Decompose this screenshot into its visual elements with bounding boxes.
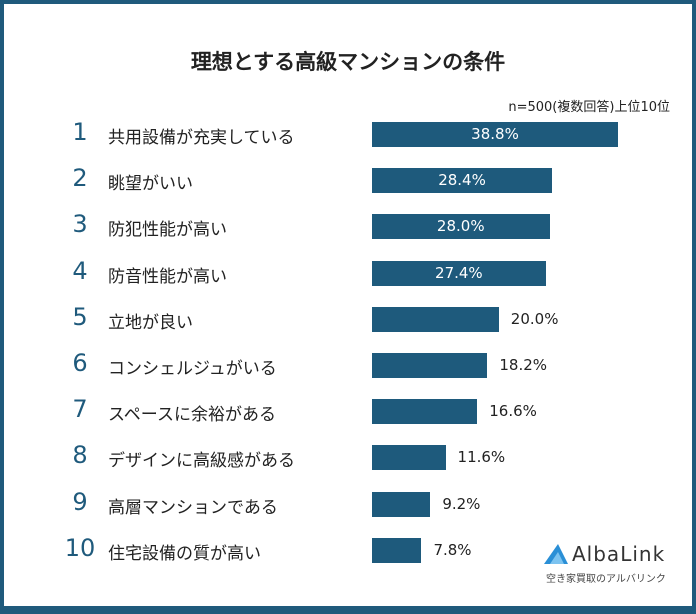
category-label: コンシェルジュがいる [108, 359, 277, 379]
bar [372, 260, 546, 286]
bar [372, 399, 478, 425]
category-label: 眺望がいい [108, 174, 193, 195]
rank-number: 2 [72, 164, 88, 193]
rank-number: 3 [72, 210, 88, 239]
category-label: 防犯性能が高い [108, 220, 227, 241]
bar-row: 5 立地が良い 20.0% [4, 303, 692, 333]
bar [372, 491, 431, 517]
category-label: 共用設備が充実している [108, 128, 295, 148]
category-label: 立地が良い [108, 312, 193, 333]
category-label: デザインに高級感がある [108, 451, 295, 472]
value-label: 11.6% [457, 448, 506, 467]
bar [372, 353, 488, 378]
value-label: 9.2% [442, 494, 481, 513]
bar [372, 168, 553, 194]
albalink-logo: AlbaLink 空き家買取のアルバリンク [542, 542, 672, 588]
rank-number: 7 [72, 395, 88, 424]
chart-card: 理想とする高級マンションの条件 n=500(複数回答)上位10位 1 共用設備が充… [4, 4, 692, 606]
bar-row: 8 デザインに高級感がある 11.6% [4, 441, 692, 472]
bar [372, 214, 550, 240]
bar [372, 122, 618, 147]
value-label: 7.8% [433, 540, 472, 559]
logo-mark-icon [544, 544, 568, 564]
bar-row: 10 住宅設備の質が高い 7.8% [4, 534, 692, 564]
rank-number: 6 [72, 349, 88, 377]
category-label: スペースに余裕がある [108, 405, 276, 426]
rank-number: 10 [64, 533, 96, 562]
rank-number: 8 [72, 441, 88, 470]
bar-row: 2 眺望がいい 28.4% [4, 164, 692, 195]
bar-row: 1 共用設備が充実している 38.8% [4, 118, 692, 148]
rank-number: 1 [72, 118, 88, 146]
bar-row: 4 防音性能が高い 27.4% [4, 257, 692, 287]
logo-name: AlbaLink [572, 542, 666, 566]
logo-tagline: 空き家買取のアルバリンク [546, 574, 666, 585]
bar-row: 3 防犯性能が高い 28.0% [4, 210, 692, 241]
value-label: 27.4% [435, 263, 483, 282]
bar-row: 6 コンシェルジュがいる 18.2% [4, 349, 692, 379]
value-label: 28.0% [436, 217, 485, 236]
chart-title: 理想とする高級マンションの条件 [190, 50, 506, 74]
category-label: 住宅設備の質が高い [108, 543, 261, 564]
bar [372, 445, 446, 471]
value-label: 18.2% [499, 356, 548, 374]
category-label: 防音性能が高い [108, 266, 227, 287]
bar-row: 9 高層マンションである 9.2% [4, 488, 692, 518]
sample-note: n=500(複数回答)上位10位 [508, 100, 670, 115]
value-label: 20.0% [510, 309, 559, 328]
category-label: 高層マンションである [108, 497, 278, 518]
value-label: 16.6% [489, 402, 537, 421]
rank-number: 9 [72, 487, 88, 516]
value-label: 28.4% [438, 171, 486, 190]
bar-row: 7 スペースに余裕がある 16.6% [4, 395, 692, 426]
rank-number: 5 [72, 302, 88, 331]
bar [372, 306, 499, 332]
rank-number: 4 [72, 256, 88, 285]
value-label: 38.8% [471, 125, 519, 143]
bar [372, 537, 422, 563]
